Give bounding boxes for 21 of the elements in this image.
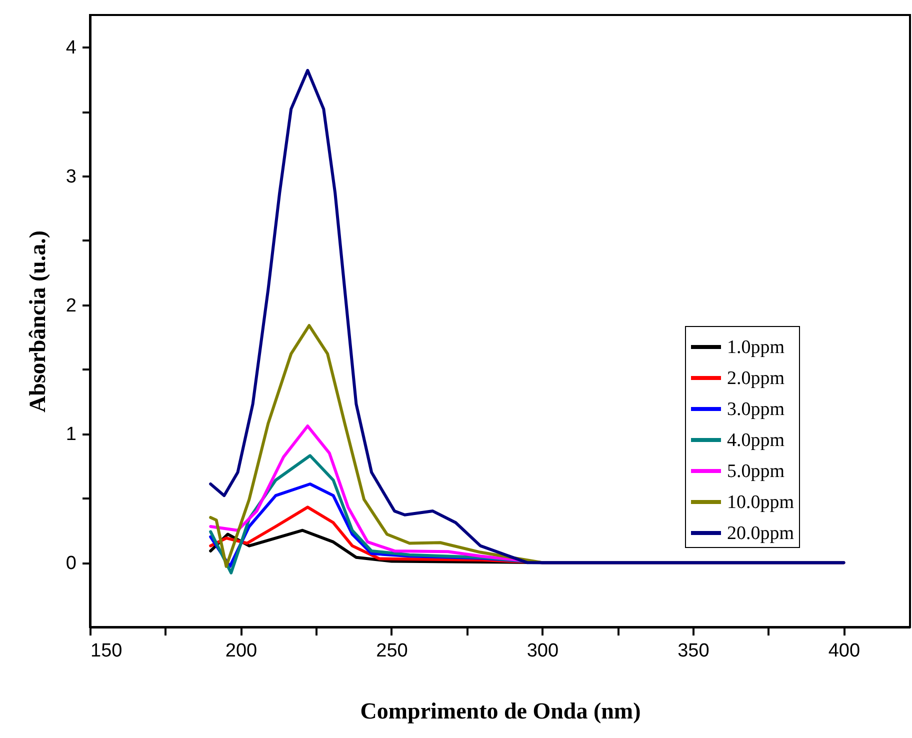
legend-label: 4.0ppm — [727, 430, 785, 451]
x-tick-label: 150 — [90, 640, 122, 662]
y-axis-title: Absorbância (u.a.) — [24, 230, 50, 413]
y-tick-label: 2 — [66, 295, 76, 316]
y-tick-label: 1 — [66, 424, 76, 446]
legend-label: 1.0ppm — [727, 337, 785, 358]
y-tick-label: 4 — [66, 38, 77, 59]
legend-label: 5.0ppm — [727, 461, 785, 482]
x-tick-label: 300 — [526, 640, 559, 662]
x-tick-label: 250 — [376, 640, 408, 662]
y-tick-label: 3 — [66, 166, 76, 188]
legend-label: 2.0ppm — [727, 368, 785, 389]
legend-label: 3.0ppm — [727, 399, 785, 420]
x-tick-label: 350 — [678, 640, 710, 662]
legend-label: 20.0ppm — [727, 523, 794, 544]
x-axis-title: Comprimento de Onda (nm) — [360, 698, 641, 724]
x-tick-label: 200 — [225, 640, 258, 662]
line-series — [209, 68, 846, 564]
x-tick-label: 400 — [828, 640, 860, 662]
legend-label: 10.0ppm — [727, 492, 794, 513]
y-tick-label: 0 — [66, 553, 76, 574]
